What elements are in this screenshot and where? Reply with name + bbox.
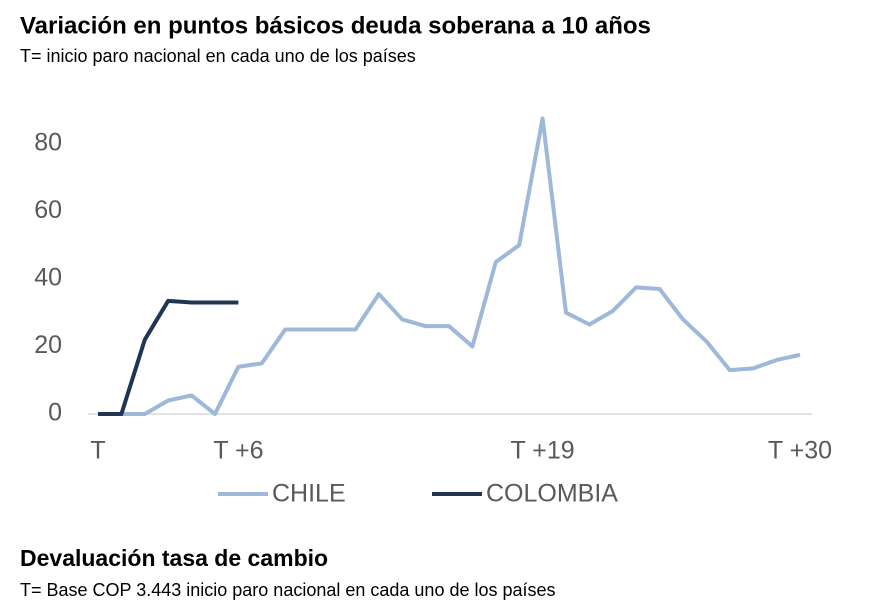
y-tick-label: 0 bbox=[48, 399, 62, 427]
y-tick-label: 60 bbox=[34, 196, 62, 224]
footer-subtitle: T= Base COP 3.443 inicio paro nacional e… bbox=[20, 580, 556, 600]
chart-title: Variación en puntos básicos deuda sobera… bbox=[20, 12, 651, 39]
series-line bbox=[98, 116, 801, 416]
x-tick-label: T bbox=[90, 437, 105, 465]
y-tick-label: 20 bbox=[34, 331, 62, 359]
chart-subtitle: T= inicio paro nacional en cada uno de l… bbox=[20, 46, 416, 66]
x-tick-label: T +6 bbox=[213, 437, 263, 465]
legend-label: CHILE bbox=[272, 480, 346, 508]
y-tick-label: 80 bbox=[34, 128, 62, 156]
legend-label: COLOMBIA bbox=[486, 480, 618, 508]
y-tick-label: 40 bbox=[34, 263, 62, 291]
footer-title: Devaluación tasa de cambio bbox=[20, 545, 328, 571]
x-tick-label: T +30 bbox=[768, 437, 832, 465]
x-tick-label: T +19 bbox=[511, 437, 575, 465]
series-line bbox=[98, 298, 239, 416]
